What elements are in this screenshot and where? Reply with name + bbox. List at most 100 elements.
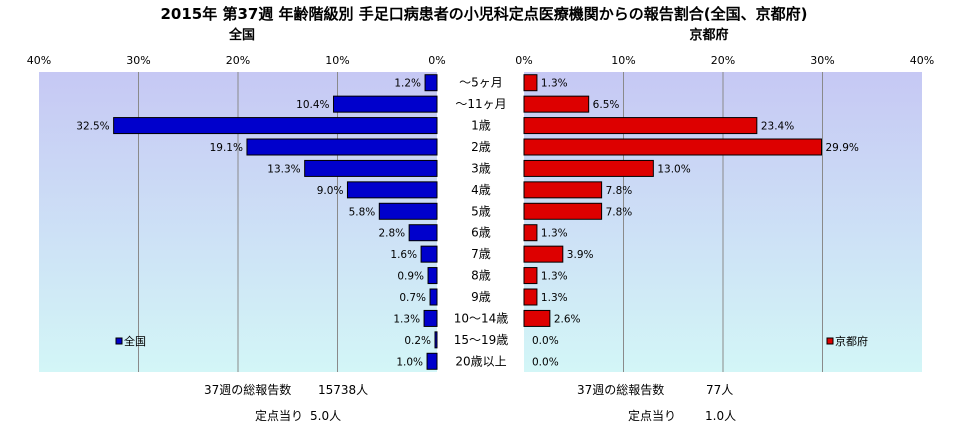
data-label: 2.6% xyxy=(554,313,581,325)
category-label: 8歳 xyxy=(471,269,491,283)
panels: 全国 0% 10% 20% 30% 40% 1.2% 10.4% 32.5% 19.1% 13.3%… xyxy=(27,27,934,372)
category-labels: ～5ヶ月 ～11ヶ月 1歳 2歳 3歳 4歳 5歳 6歳 7歳 8歳 9歳 10～14歳 15～19歳 2… xyxy=(454,76,509,369)
bar xyxy=(523,181,603,199)
category-label: 2歳 xyxy=(471,140,491,154)
data-label: 6.5% xyxy=(593,99,620,111)
data-label: 1.3% xyxy=(541,292,568,304)
category-label: 5歳 xyxy=(471,204,491,218)
bar xyxy=(304,159,438,177)
per-site-label: 定点当り xyxy=(628,408,676,423)
data-label: 7.8% xyxy=(606,206,633,218)
bar xyxy=(523,202,603,220)
tick-label: 30% xyxy=(126,54,150,67)
total-value: 15738人 xyxy=(318,383,368,397)
data-label: 9.0% xyxy=(317,185,344,197)
panel-subtitle: 京都府 xyxy=(689,27,728,43)
data-label: 19.1% xyxy=(210,142,243,154)
data-label: 0.0% xyxy=(532,356,559,368)
tick-label: 30% xyxy=(810,54,834,67)
category-label: 20歳以上 xyxy=(455,354,506,368)
bar xyxy=(333,95,438,113)
panel-subtitle: 全国 xyxy=(228,27,255,43)
data-label: 32.5% xyxy=(76,121,109,133)
data-label: 13.0% xyxy=(657,163,690,175)
bar xyxy=(434,331,438,349)
tick-label: 40% xyxy=(910,54,934,67)
bar xyxy=(523,74,538,92)
data-label: 0.2% xyxy=(404,335,431,347)
bar xyxy=(523,95,590,113)
panel-kyoto: 京都府 0% 10% 20% 30% 40% 1.3% 6.5% 23.4% 29.9% 13.0%… xyxy=(515,27,934,372)
data-label: 0.7% xyxy=(399,292,426,304)
bar xyxy=(423,309,438,327)
bar xyxy=(523,267,538,285)
bar xyxy=(113,117,438,135)
total-value: 77人 xyxy=(706,383,733,397)
legend: 全国 xyxy=(115,334,146,348)
bar xyxy=(523,309,551,327)
per-site-value: 5.0人 xyxy=(310,409,341,423)
category-label: ～11ヶ月 xyxy=(455,97,506,111)
category-label: ～5ヶ月 xyxy=(459,76,503,90)
data-label: 10.4% xyxy=(296,99,329,111)
data-label: 1.6% xyxy=(390,249,417,261)
data-label: 2.8% xyxy=(378,228,405,240)
data-label: 7.8% xyxy=(606,185,633,197)
legend-swatch xyxy=(115,337,123,345)
tick-label: 20% xyxy=(226,54,250,67)
category-label: 4歳 xyxy=(471,183,491,197)
bar xyxy=(424,74,438,92)
total-label: 37週の総報告数 xyxy=(204,382,291,397)
chart-title: 2015年 第37週 年齢階級別 手足口病患者の小児科定点医療機関からの報告割合… xyxy=(160,5,807,23)
bar xyxy=(523,117,758,135)
bar xyxy=(426,352,438,370)
category-label: 7歳 xyxy=(471,247,491,261)
data-label: 13.3% xyxy=(267,163,300,175)
category-label: 1歳 xyxy=(471,119,491,133)
data-label: 1.3% xyxy=(541,228,568,240)
data-label: 3.9% xyxy=(567,249,594,261)
tick-label: 0% xyxy=(428,54,445,67)
tick-label: 0% xyxy=(515,54,532,67)
data-label: 0.0% xyxy=(532,335,559,347)
bar xyxy=(346,181,438,199)
bar xyxy=(523,224,538,242)
legend-swatch xyxy=(826,337,834,345)
tick-label: 10% xyxy=(611,54,635,67)
tick-label: 10% xyxy=(325,54,349,67)
bar xyxy=(378,202,438,220)
data-label: 1.0% xyxy=(396,356,423,368)
category-label: 15～19歳 xyxy=(454,333,509,347)
category-label: 6歳 xyxy=(471,226,491,240)
tick-label: 40% xyxy=(27,54,51,67)
bar xyxy=(420,245,438,263)
per-site-label: 定点当り xyxy=(255,408,303,423)
legend: 京都府 xyxy=(826,334,868,348)
total-label: 37週の総報告数 xyxy=(577,382,664,397)
bar xyxy=(429,288,438,306)
category-label: 10～14歳 xyxy=(454,311,509,325)
bar xyxy=(523,245,564,263)
data-label: 0.9% xyxy=(397,271,424,283)
data-label: 1.3% xyxy=(541,271,568,283)
bar xyxy=(408,224,438,242)
data-label: 23.4% xyxy=(761,121,794,133)
panel-national: 全国 0% 10% 20% 30% 40% 1.2% 10.4% 32.5% 19.1% 13.3%… xyxy=(27,27,446,372)
tick-label: 20% xyxy=(711,54,735,67)
data-label: 1.3% xyxy=(541,78,568,90)
bar xyxy=(246,138,438,156)
bar xyxy=(523,159,654,177)
per-site-value: 1.0人 xyxy=(705,409,736,423)
data-label: 1.2% xyxy=(394,78,421,90)
legend-label: 全国 xyxy=(124,334,146,348)
data-label: 1.3% xyxy=(393,313,420,325)
legend-label: 京都府 xyxy=(835,334,868,348)
category-label: 3歳 xyxy=(471,161,491,175)
data-label: 5.8% xyxy=(349,206,376,218)
category-label: 9歳 xyxy=(471,290,491,304)
data-label: 29.9% xyxy=(826,142,859,154)
bar xyxy=(427,267,438,285)
bar xyxy=(523,288,538,306)
